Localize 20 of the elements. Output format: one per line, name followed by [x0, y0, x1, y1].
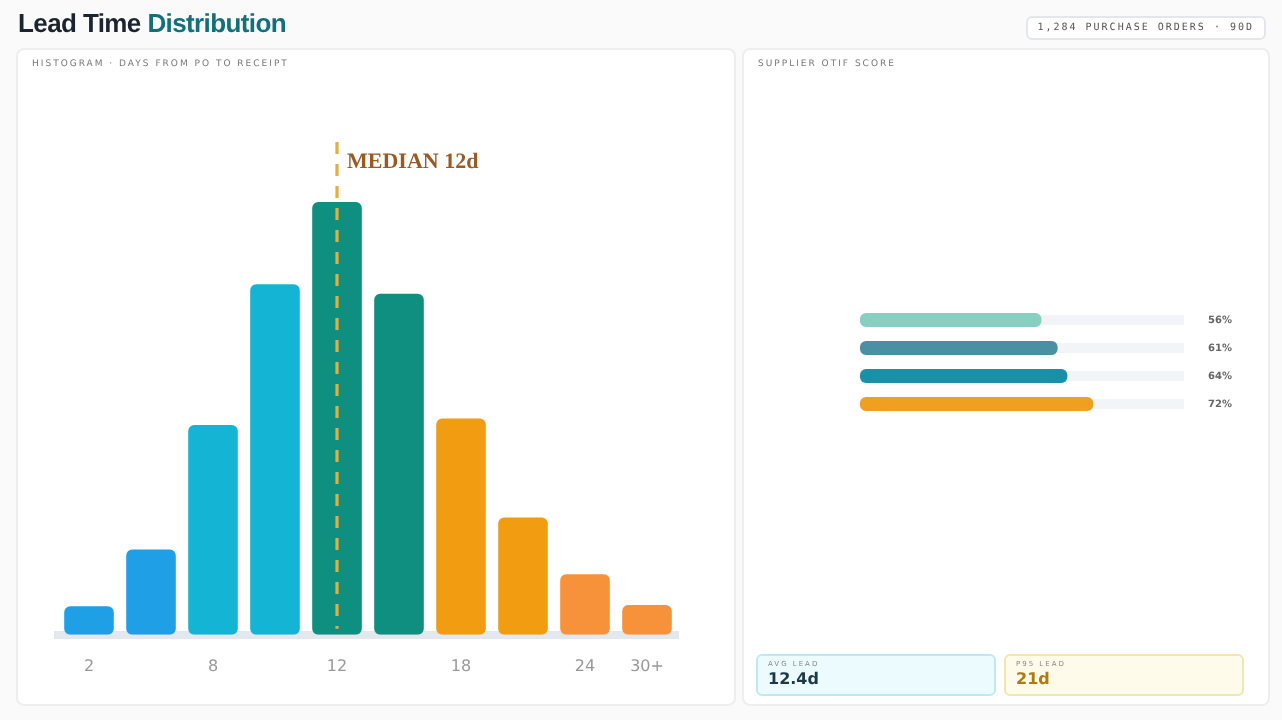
bar [560, 574, 610, 635]
bar [250, 284, 300, 635]
text: 21d [1016, 670, 1050, 688]
chart-title: Lead Time Distribution [18, 8, 287, 38]
bar [64, 606, 114, 635]
x-tick-label: 24 [574, 656, 596, 675]
x-tick-label: 18 [450, 656, 472, 675]
x-tick-label: 8 [207, 656, 219, 675]
bar [436, 418, 486, 635]
bar [312, 202, 362, 635]
bar [374, 293, 424, 635]
bar [188, 424, 238, 635]
bar [622, 604, 672, 635]
x-tick-label: 30+ [630, 656, 664, 675]
ref-line-label: MEDIAN 12d [347, 149, 479, 174]
x-tick-label: 12 [326, 656, 348, 675]
text: 12.4d [768, 670, 819, 688]
bar [498, 517, 548, 635]
x-tick-label: 2 [83, 656, 95, 675]
bar [126, 549, 176, 635]
